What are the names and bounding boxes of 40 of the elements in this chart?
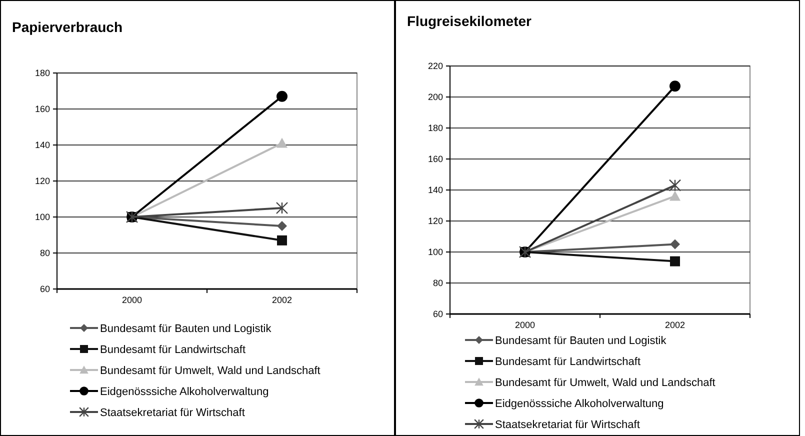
legend-label: Bundesamt für Landwirtschaft (495, 356, 641, 368)
y-tick-label: 120 (428, 216, 443, 226)
point (276, 90, 288, 102)
x-tick-label: 2002 (664, 320, 686, 330)
chart-title: Papierverbrauch (12, 19, 122, 35)
y-tick-label: 60 (432, 309, 443, 320)
legend-label: Bundesamt für Landwirtschaft (100, 344, 246, 356)
y-tick-label: 160 (34, 104, 50, 114)
x-tick-label: 2000 (514, 320, 536, 330)
chart-title: Flugreisekilometer (407, 13, 532, 29)
y-tick-label: 100 (428, 247, 443, 258)
x-tick-label: 2000 (122, 295, 142, 305)
y-tick-label: 60 (40, 284, 50, 294)
y-tick-label: 140 (34, 140, 50, 150)
legend-label: Staatsekretariat für Wirtschaft (495, 418, 640, 431)
y-tick-label: 180 (428, 123, 443, 134)
legend-label: Eidgenösssiche Alkoholverwaltung (495, 398, 664, 410)
point (670, 80, 680, 92)
y-tick-label: 220 (428, 61, 443, 72)
y-tick-label: 80 (432, 278, 443, 288)
point (277, 221, 287, 231)
y-tick-label: 160 (428, 154, 443, 164)
legend-label: Bundesamt für Bauten und Logistik (100, 322, 272, 335)
y-tick-label: 80 (40, 248, 50, 258)
y-tick-label: 120 (34, 176, 50, 186)
point (668, 179, 682, 192)
legend-label: Bundesamt für Umwelt, Wald und Landschaft (100, 364, 320, 377)
y-tick-label: 180 (34, 68, 50, 78)
y-tick-label: 200 (428, 92, 443, 102)
legend-label: Staatsekretariat für Wirtschaft (100, 406, 245, 419)
y-tick-label: 100 (34, 212, 50, 222)
point (277, 235, 287, 246)
legend-label: Bundesamt für Bauten und Logistik (495, 334, 667, 347)
legend-label: Eidgenösssiche Alkoholverwaltung (100, 386, 269, 398)
legend-label: Bundesamt für Umwelt, Wald und Landschaft (495, 376, 716, 389)
point (670, 256, 680, 266)
point (670, 239, 680, 250)
point (276, 202, 288, 214)
y-tick-label: 140 (428, 185, 443, 196)
x-tick-label: 2002 (272, 295, 292, 305)
